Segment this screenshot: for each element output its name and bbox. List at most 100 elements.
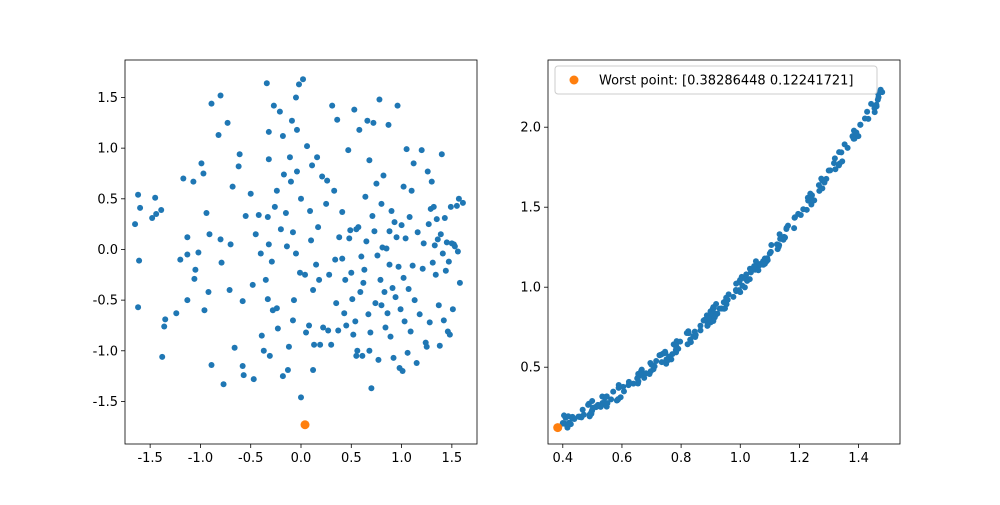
data-point: [825, 167, 832, 174]
data-point: [368, 385, 375, 392]
data-point: [821, 179, 828, 186]
data-point: [358, 253, 365, 260]
data-point: [293, 126, 300, 133]
data-point: [744, 277, 751, 284]
data-point: [420, 240, 427, 247]
legend: Worst point: [0.38286448 0.12241721]: [554, 65, 878, 95]
data-point: [198, 160, 205, 167]
legend-label: Worst point: [0.38286448 0.12241721]: [599, 74, 853, 89]
data-point: [443, 239, 450, 246]
worst-point-marker: [300, 420, 310, 430]
data-point: [459, 199, 466, 206]
data-point: [397, 306, 404, 313]
data-point: [369, 213, 376, 220]
x-tick-label: -1.5: [137, 451, 162, 466]
data-point: [835, 162, 842, 169]
data-point: [809, 198, 816, 205]
data-point: [375, 356, 382, 363]
data-point: [405, 285, 412, 292]
data-point: [224, 119, 231, 126]
data-point: [768, 241, 775, 248]
data-point: [292, 250, 299, 257]
data-point: [205, 289, 212, 296]
data-point: [451, 243, 458, 250]
data-point: [650, 362, 657, 369]
data-point: [252, 231, 259, 238]
data-point: [800, 206, 807, 213]
data-point: [208, 100, 215, 107]
data-point: [384, 310, 391, 317]
x-tick-label: 0.4: [552, 451, 573, 466]
data-point: [776, 231, 783, 238]
data-point: [410, 160, 417, 167]
data-point: [438, 151, 445, 158]
data-point: [449, 306, 456, 313]
data-point: [419, 265, 426, 272]
data-point: [313, 261, 320, 268]
legend-box: [554, 65, 878, 95]
data-point: [354, 347, 361, 354]
data-point: [206, 231, 213, 238]
data-point: [289, 229, 296, 236]
data-point: [184, 234, 191, 241]
data-point: [362, 193, 369, 200]
x-tick-label: -0.5: [238, 451, 263, 466]
data-point: [283, 243, 290, 250]
data-point: [158, 206, 165, 213]
data-point: [208, 361, 215, 368]
data-point: [162, 316, 169, 323]
data-point: [387, 333, 394, 340]
data-point: [733, 280, 740, 287]
data-point: [336, 234, 343, 241]
data-point: [865, 115, 872, 122]
data-point: [445, 258, 452, 265]
data-point: [385, 121, 392, 128]
data-point: [730, 293, 737, 300]
data-point: [215, 131, 222, 138]
x-tick-label: 0.0: [291, 451, 312, 466]
data-point: [677, 338, 684, 345]
data-point: [774, 246, 781, 253]
data-point: [831, 155, 838, 162]
data-point: [413, 359, 420, 366]
data-point: [364, 117, 371, 124]
data-point: [304, 143, 311, 150]
data-point: [634, 375, 641, 382]
data-point: [366, 347, 373, 354]
data-point: [697, 322, 704, 329]
data-point: [265, 241, 272, 248]
data-point: [335, 327, 342, 334]
data-point: [298, 195, 304, 202]
data-point: [615, 384, 622, 391]
data-point: [844, 144, 851, 151]
data-point: [864, 108, 871, 115]
data-point: [586, 411, 593, 418]
data-point: [712, 312, 719, 319]
left-scatter-panel: -1.5 -1.0 -0.5 0.0 0.5 1.0 1.5 -1.5 -1.0 -0.5 0.0 0…: [93, 59, 478, 466]
data-point: [317, 341, 324, 348]
data-point: [737, 289, 744, 296]
data-point: [135, 304, 142, 311]
data-point: [300, 76, 307, 83]
data-point: [250, 376, 257, 383]
data-point: [684, 341, 691, 348]
data-point: [363, 238, 370, 245]
data-point: [390, 354, 397, 361]
data-point: [328, 341, 335, 348]
data-point: [391, 219, 398, 226]
data-point: [286, 154, 293, 161]
data-point: [239, 362, 246, 369]
data-point: [386, 228, 393, 235]
data-point: [871, 109, 878, 116]
data-point: [406, 214, 413, 221]
data-point: [722, 297, 729, 304]
data-point: [265, 128, 272, 135]
data-point: [620, 383, 627, 390]
data-point: [353, 352, 360, 359]
data-point: [343, 322, 350, 329]
data-point: [389, 284, 396, 291]
data-point: [258, 332, 265, 339]
data-point: [602, 399, 609, 406]
data-point: [342, 276, 349, 283]
data-point: [302, 271, 309, 278]
